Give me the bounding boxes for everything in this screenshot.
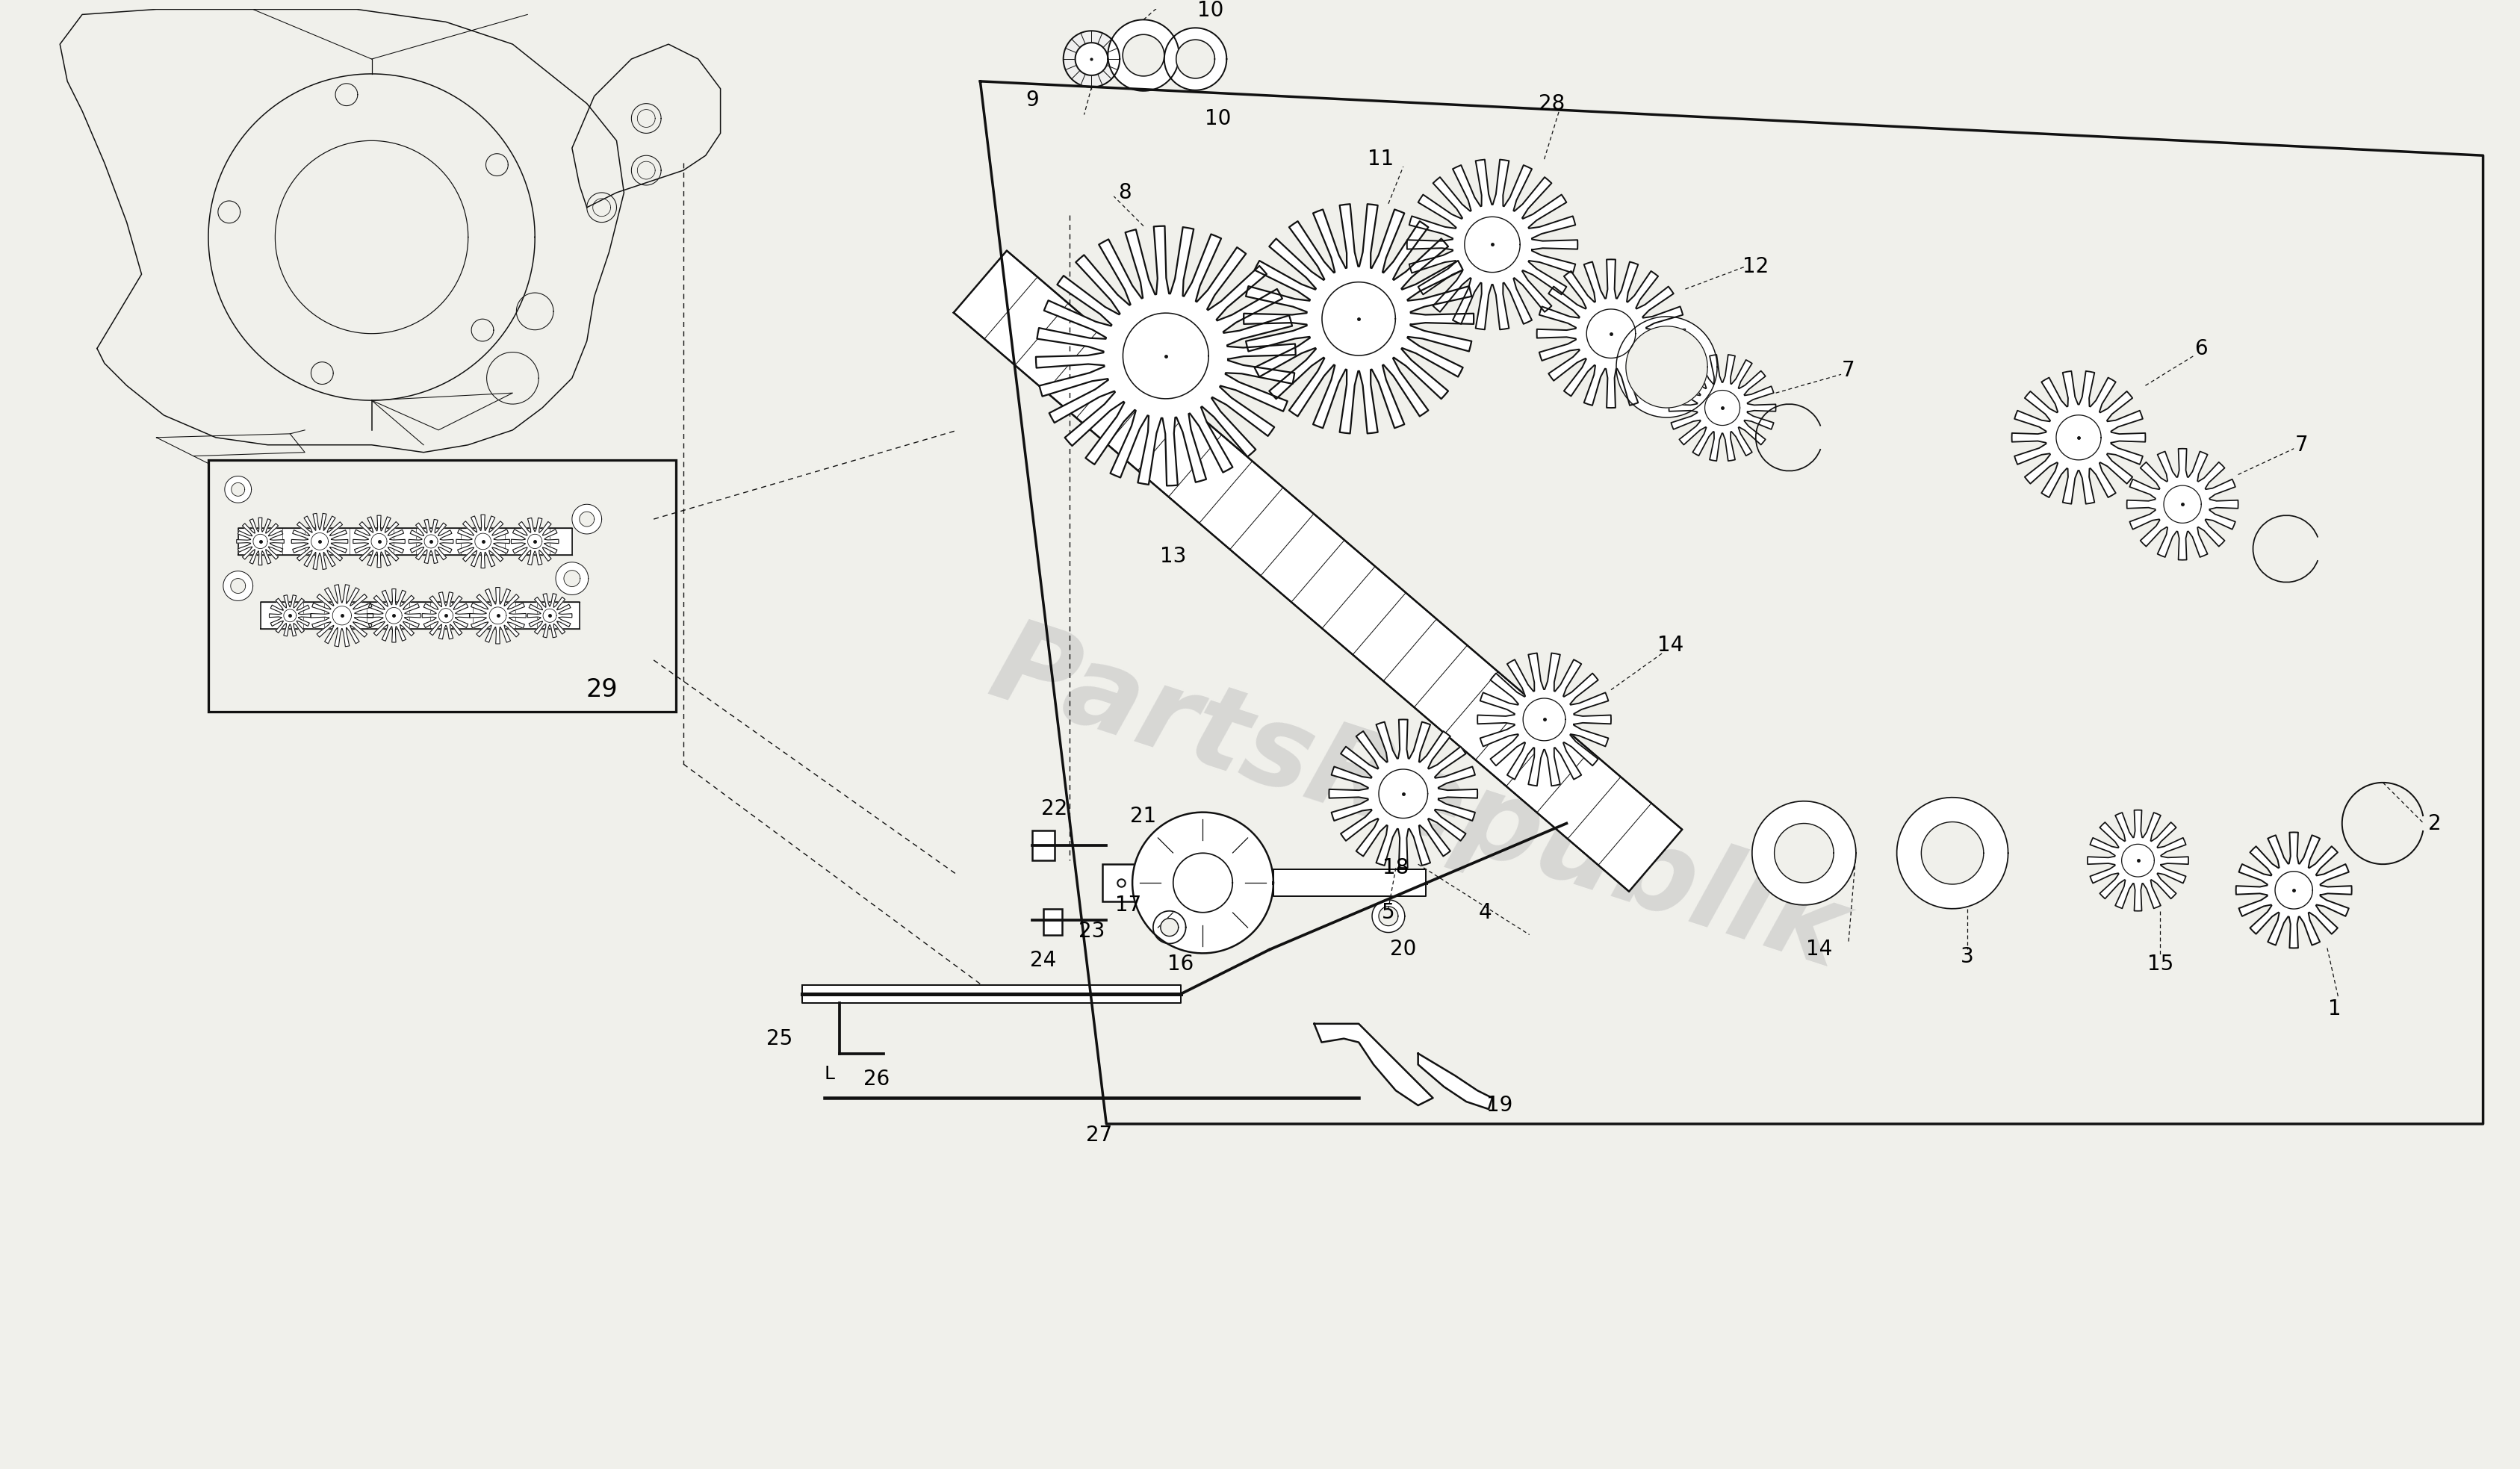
Text: 12: 12 <box>1744 257 1769 278</box>
Text: 19: 19 <box>1487 1094 1512 1116</box>
Text: 14: 14 <box>1807 939 1832 959</box>
Polygon shape <box>1477 654 1610 786</box>
Polygon shape <box>292 513 348 570</box>
Polygon shape <box>580 511 595 526</box>
Polygon shape <box>953 251 1683 892</box>
Polygon shape <box>801 986 1179 1003</box>
Polygon shape <box>1668 354 1777 461</box>
Text: 7: 7 <box>1842 360 1855 380</box>
Text: 23: 23 <box>1079 921 1104 942</box>
Text: 21: 21 <box>1131 805 1157 827</box>
Polygon shape <box>1898 798 2008 909</box>
Polygon shape <box>2127 448 2238 560</box>
Text: 27: 27 <box>1086 1125 1111 1146</box>
Polygon shape <box>527 593 572 638</box>
Text: 5: 5 <box>1381 902 1396 923</box>
Polygon shape <box>512 519 559 566</box>
Text: 14: 14 <box>1658 635 1683 655</box>
Polygon shape <box>224 476 252 502</box>
Polygon shape <box>557 563 587 595</box>
Polygon shape <box>1164 28 1227 90</box>
Polygon shape <box>310 585 373 646</box>
Text: 29: 29 <box>585 677 617 702</box>
Text: 25: 25 <box>766 1028 794 1049</box>
Text: 26: 26 <box>864 1069 890 1090</box>
Polygon shape <box>270 595 310 636</box>
Text: 2: 2 <box>2429 812 2442 834</box>
Text: 3: 3 <box>1961 946 1973 968</box>
Text: 20: 20 <box>1391 939 1416 959</box>
Bar <box>1033 831 1053 861</box>
Polygon shape <box>237 517 285 566</box>
Polygon shape <box>1273 870 1426 896</box>
Polygon shape <box>232 483 244 497</box>
Polygon shape <box>1625 326 1709 408</box>
Polygon shape <box>408 520 454 564</box>
Polygon shape <box>1131 812 1273 953</box>
Polygon shape <box>224 571 252 601</box>
Polygon shape <box>1245 204 1474 433</box>
Text: 10: 10 <box>1205 107 1230 129</box>
Bar <box>1043 909 1061 934</box>
Text: 13: 13 <box>1159 546 1187 567</box>
Polygon shape <box>1371 900 1404 933</box>
Polygon shape <box>2011 372 2145 504</box>
Text: PartsRepublik: PartsRepublik <box>978 611 1860 992</box>
Polygon shape <box>1313 1024 1434 1105</box>
Polygon shape <box>1615 316 1716 417</box>
Polygon shape <box>2087 809 2187 911</box>
Polygon shape <box>1174 853 1232 912</box>
Polygon shape <box>1774 824 1835 883</box>
Polygon shape <box>2235 833 2351 948</box>
Text: 9: 9 <box>1026 90 1038 110</box>
Polygon shape <box>469 588 527 643</box>
Text: 10: 10 <box>1197 0 1225 21</box>
Text: L: L <box>824 1065 834 1083</box>
Polygon shape <box>1328 720 1477 868</box>
Polygon shape <box>1076 43 1109 75</box>
Polygon shape <box>368 589 421 642</box>
Polygon shape <box>232 579 244 593</box>
Text: 28: 28 <box>1540 93 1565 115</box>
Polygon shape <box>1063 31 1119 87</box>
Text: 1: 1 <box>2328 999 2341 1019</box>
Polygon shape <box>237 527 572 555</box>
Polygon shape <box>1537 260 1686 408</box>
Text: 18: 18 <box>1383 858 1409 878</box>
Polygon shape <box>1109 19 1179 91</box>
Text: 17: 17 <box>1116 895 1142 915</box>
Polygon shape <box>572 504 602 533</box>
Bar <box>1104 864 1139 902</box>
Polygon shape <box>1154 911 1187 943</box>
Polygon shape <box>260 602 580 629</box>
Polygon shape <box>1920 821 1983 884</box>
Text: 8: 8 <box>1119 182 1131 203</box>
Text: 7: 7 <box>2296 435 2308 455</box>
Polygon shape <box>1419 1053 1492 1109</box>
Polygon shape <box>1036 226 1295 486</box>
Text: 22: 22 <box>1041 798 1068 820</box>
Polygon shape <box>456 514 509 569</box>
Polygon shape <box>1177 40 1215 78</box>
Polygon shape <box>564 570 580 586</box>
Polygon shape <box>1751 801 1855 905</box>
Polygon shape <box>423 592 469 639</box>
Text: 4: 4 <box>1479 902 1492 923</box>
Text: 15: 15 <box>2147 953 2172 975</box>
Polygon shape <box>1162 918 1179 936</box>
Text: 11: 11 <box>1368 148 1394 169</box>
Polygon shape <box>353 516 406 567</box>
Text: 6: 6 <box>2195 338 2208 358</box>
Polygon shape <box>1406 160 1578 329</box>
Bar <box>209 460 675 712</box>
Text: 24: 24 <box>1031 950 1056 971</box>
Text: 16: 16 <box>1167 953 1194 975</box>
Polygon shape <box>1124 35 1164 76</box>
Polygon shape <box>1378 906 1399 925</box>
